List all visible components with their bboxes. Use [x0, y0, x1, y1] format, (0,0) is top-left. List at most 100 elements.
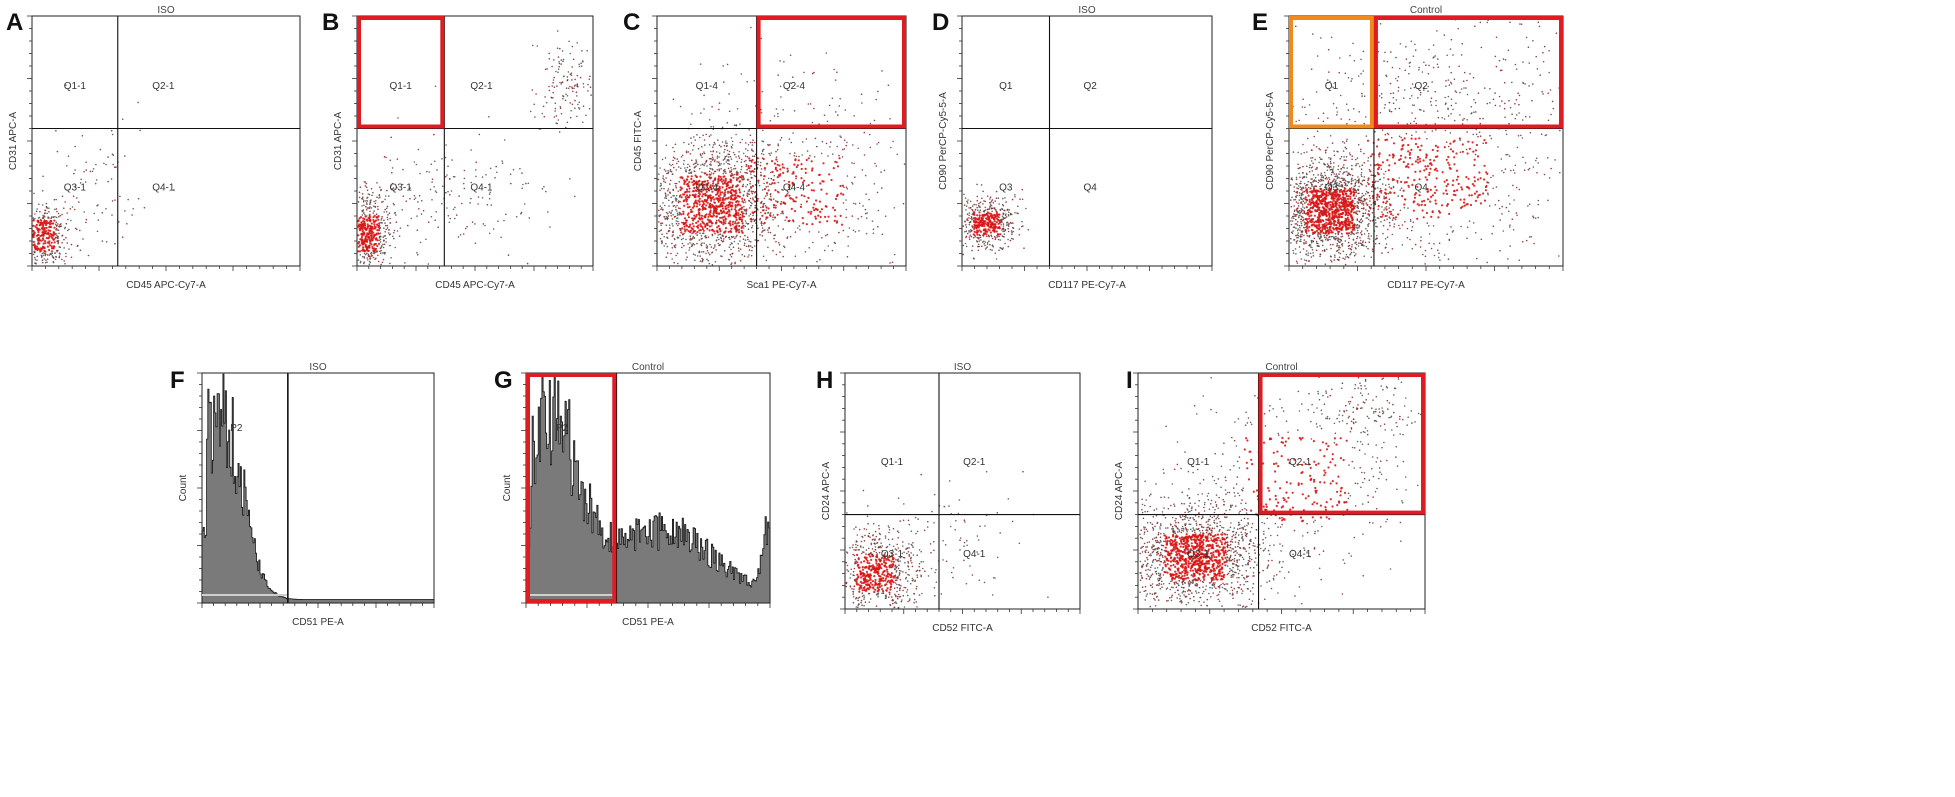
- event-dot: [772, 203, 776, 207]
- event-dot: [111, 200, 114, 202]
- event-dot: [367, 254, 370, 256]
- event-dot: [675, 185, 677, 187]
- event-dot: [1295, 183, 1297, 185]
- event-dot: [846, 188, 849, 190]
- event-dot: [784, 219, 786, 222]
- event-dot: [1299, 176, 1301, 178]
- event-dot: [876, 191, 879, 194]
- event-dot: [738, 189, 741, 192]
- event-dot: [861, 169, 864, 171]
- event-dot: [805, 158, 808, 162]
- event-dot: [554, 107, 557, 110]
- event-dot: [834, 215, 837, 218]
- event-dot: [812, 241, 814, 244]
- event-dot: [792, 172, 795, 175]
- event-dot: [721, 186, 724, 189]
- event-dot: [520, 211, 523, 214]
- event-dot: [1363, 194, 1365, 197]
- quadrant-label-2: Q2: [1083, 81, 1097, 92]
- event-dot: [1296, 187, 1298, 189]
- event-dot: [966, 200, 968, 203]
- event-dot: [714, 244, 716, 246]
- event-dot: [1310, 197, 1313, 200]
- event-dot: [44, 242, 47, 245]
- event-dot: [827, 215, 830, 218]
- event-dot: [370, 243, 373, 246]
- event-dot: [984, 206, 987, 209]
- event-dot: [788, 194, 791, 197]
- event-dot: [741, 138, 744, 141]
- event-dot: [748, 167, 751, 170]
- event-dot: [385, 237, 387, 240]
- event-dot: [1351, 228, 1354, 231]
- event-dot: [809, 103, 812, 105]
- event-dot: [60, 225, 62, 227]
- event-dot: [368, 238, 371, 241]
- quadrant-label-3: Q3-4: [696, 182, 719, 193]
- event-dot: [801, 181, 805, 184]
- event-dot: [1332, 199, 1335, 202]
- event-dot: [416, 229, 419, 231]
- event-dot: [751, 202, 753, 205]
- event-dot: [65, 236, 67, 239]
- event-dot: [709, 253, 711, 256]
- event-dot: [970, 235, 973, 238]
- event-dot: [1357, 162, 1359, 165]
- event-dot: [59, 223, 61, 226]
- event-dot: [1368, 215, 1371, 217]
- event-dot: [575, 91, 578, 93]
- event-dot: [749, 141, 752, 144]
- event-dot: [357, 242, 360, 245]
- event-dot: [1360, 233, 1363, 236]
- event-dot: [818, 200, 822, 203]
- event-dot: [1317, 189, 1320, 192]
- event-dot: [118, 221, 120, 223]
- event-dot: [1001, 229, 1003, 231]
- event-dot: [410, 217, 413, 220]
- event-dot: [671, 209, 673, 212]
- event-dot: [588, 78, 591, 80]
- event-dot: [664, 197, 666, 199]
- event-dot: [739, 141, 742, 144]
- event-dot: [995, 221, 998, 224]
- event-dot: [752, 197, 754, 199]
- event-dot: [48, 217, 50, 219]
- event-dot: [673, 245, 676, 247]
- x-axis-label: CD117 PE-Cy7-A: [1387, 280, 1465, 291]
- event-dot: [757, 182, 760, 184]
- event-dot: [984, 200, 987, 203]
- event-dot: [662, 209, 664, 211]
- event-dot: [70, 243, 73, 246]
- event-dot: [560, 59, 563, 61]
- event-dot: [659, 167, 661, 169]
- event-dot: [36, 248, 39, 252]
- event-dot: [105, 163, 107, 166]
- event-dot: [751, 246, 754, 249]
- event-dot: [669, 169, 672, 171]
- event-dot: [1306, 183, 1308, 186]
- event-dot: [683, 193, 686, 196]
- event-dot: [707, 215, 710, 218]
- event-dot: [430, 215, 433, 218]
- event-dot: [1297, 205, 1300, 207]
- event-dot: [889, 262, 891, 264]
- event-dot: [858, 202, 861, 205]
- event-dot: [759, 164, 762, 167]
- event-dot: [567, 71, 570, 73]
- event-dot: [390, 136, 393, 139]
- event-dot: [809, 154, 811, 157]
- event-dot: [991, 244, 994, 247]
- event-dot: [721, 191, 724, 194]
- event-dot: [1330, 231, 1333, 234]
- event-dot: [817, 214, 820, 217]
- event-dot: [1348, 223, 1351, 226]
- event-dot: [708, 225, 712, 228]
- event-dot: [360, 232, 363, 235]
- event-dot: [578, 106, 580, 109]
- event-dot: [697, 195, 700, 198]
- event-dot: [660, 222, 662, 225]
- event-dot: [1291, 196, 1293, 199]
- event-dot: [1318, 179, 1320, 181]
- event-dot: [718, 213, 720, 216]
- event-dot: [1377, 187, 1379, 189]
